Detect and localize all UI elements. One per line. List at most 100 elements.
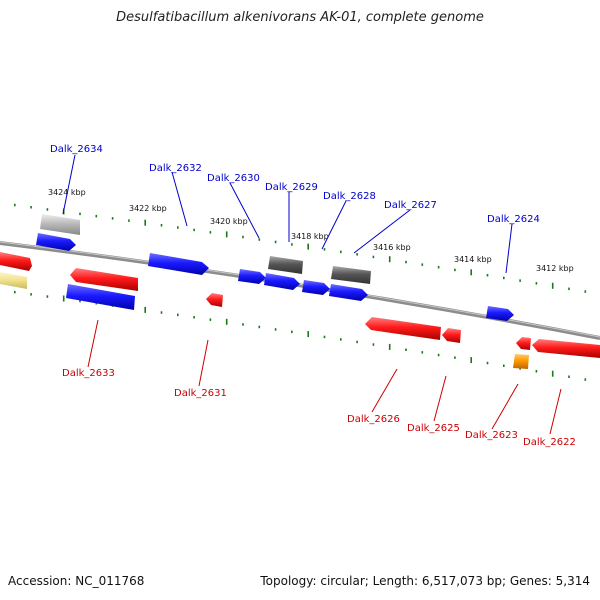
gene-label-dalk-2627[interactable]: Dalk_2627 <box>384 200 437 211</box>
gene-arrow[interactable] <box>66 284 135 310</box>
gene-label-dalk-2626[interactable]: Dalk_2626 <box>347 414 400 425</box>
tick-mark <box>225 318 228 325</box>
tick-mark <box>46 208 49 211</box>
gene-arrow[interactable] <box>486 306 514 321</box>
gene-features <box>0 214 600 369</box>
leader-lines-bottom <box>87 319 562 435</box>
tick-mark <box>519 279 521 282</box>
gene-label-dalk-2622[interactable]: Dalk_2622 <box>523 437 576 448</box>
tick-mark <box>405 260 407 264</box>
tick-mark <box>242 235 244 239</box>
gene-label-dalk-2630[interactable]: Dalk_2630 <box>207 173 260 184</box>
tick-mark <box>274 240 277 244</box>
tick-mark <box>14 203 16 207</box>
genome-backbone-highlight <box>0 241 600 338</box>
gene-arrow[interactable] <box>331 266 371 284</box>
gene-label-dalk-2624[interactable]: Dalk_2624 <box>487 214 540 225</box>
tick-mark <box>568 287 570 291</box>
tick-mark <box>535 282 538 285</box>
gene-arrow[interactable] <box>0 252 32 271</box>
accession-text: Accession: NC_011768 <box>8 574 145 588</box>
tick-mark <box>551 370 554 377</box>
tick-mark <box>486 361 489 365</box>
tick-mark <box>160 311 163 314</box>
gene-label-dalk-2633[interactable]: Dalk_2633 <box>62 368 115 379</box>
tick-mark <box>486 274 489 277</box>
gene-arrow[interactable] <box>268 256 303 274</box>
tick-mark <box>79 299 81 303</box>
tick-mark <box>225 231 228 238</box>
tick-mark <box>323 335 326 339</box>
gene-label-dalk-2625[interactable]: Dalk_2625 <box>407 423 460 434</box>
genome-summary-text: Topology: circular; Length: 6,517,073 bp… <box>260 574 590 588</box>
tick-mark <box>437 266 440 269</box>
tick-mark <box>372 343 375 346</box>
tick-label: 3416 kbp <box>373 243 411 252</box>
tick-mark <box>258 238 261 241</box>
tick-mark <box>584 290 587 293</box>
tick-mark <box>209 318 212 321</box>
tick-mark <box>503 276 505 280</box>
tick-mark <box>111 217 114 220</box>
tick-label: 3422 kbp <box>129 204 167 213</box>
tick-mark <box>193 228 195 232</box>
tick-mark <box>470 269 472 276</box>
gene-arrow[interactable] <box>532 339 600 358</box>
gene-arrow[interactable] <box>442 328 461 343</box>
tick-mark <box>584 378 587 381</box>
tick-mark <box>388 343 391 350</box>
gene-arrow[interactable] <box>365 317 441 340</box>
tick-mark <box>46 295 49 298</box>
tick-mark <box>323 248 326 251</box>
tick-mark <box>193 316 195 319</box>
tick-mark <box>128 219 130 222</box>
gene-arrow[interactable] <box>70 268 138 291</box>
tick-label: 3414 kbp <box>454 255 492 264</box>
tick-mark <box>242 323 244 326</box>
tick-mark <box>421 263 424 266</box>
tick-label: 3412 kbp <box>536 264 574 273</box>
gene-arrow[interactable] <box>36 233 76 251</box>
tick-mark <box>177 313 179 317</box>
tick-mark <box>421 351 424 354</box>
tick-mark <box>177 226 179 229</box>
gene-arrow[interactable] <box>264 273 300 290</box>
tick-mark <box>437 353 440 357</box>
tick-mark <box>454 356 456 359</box>
tick-mark <box>209 231 212 234</box>
tick-mark <box>291 243 293 246</box>
gene-arrow[interactable] <box>238 269 266 284</box>
gene-label-dalk-2628[interactable]: Dalk_2628 <box>323 191 376 202</box>
gene-arrow[interactable] <box>0 272 27 289</box>
tick-mark <box>95 214 98 218</box>
genome-backbone <box>0 241 600 340</box>
tick-mark <box>340 250 342 254</box>
tick-mark <box>258 325 261 329</box>
tick-mark <box>454 268 456 272</box>
tick-mark <box>568 375 570 378</box>
gene-arrow[interactable] <box>302 280 330 295</box>
gene-arrow[interactable] <box>206 293 223 307</box>
tick-mark <box>535 370 538 373</box>
gene-arrow[interactable] <box>329 284 368 301</box>
gene-label-dalk-2632[interactable]: Dalk_2632 <box>149 163 202 174</box>
tick-mark <box>307 331 309 338</box>
gene-label-dalk-2623[interactable]: Dalk_2623 <box>465 430 518 441</box>
gene-arrow[interactable] <box>148 253 209 275</box>
tick-mark <box>388 256 391 263</box>
tick-mark <box>503 364 505 367</box>
gene-arrow[interactable] <box>40 214 80 235</box>
tick-mark <box>356 340 358 344</box>
tick-mark <box>160 224 163 227</box>
gene-label-dalk-2631[interactable]: Dalk_2631 <box>174 388 227 399</box>
gene-label-dalk-2634[interactable]: Dalk_2634 <box>50 144 103 155</box>
leader-lines-top <box>62 154 513 274</box>
tick-mark <box>14 290 16 294</box>
tick-label: 3418 kbp <box>291 232 329 241</box>
map-title: Desulfatibacillum alkenivorans AK-01, co… <box>116 10 484 25</box>
tick-mark <box>470 357 472 364</box>
gene-label-dalk-2629[interactable]: Dalk_2629 <box>265 182 318 193</box>
gene-arrow[interactable] <box>513 354 529 369</box>
gene-arrow[interactable] <box>516 337 531 350</box>
